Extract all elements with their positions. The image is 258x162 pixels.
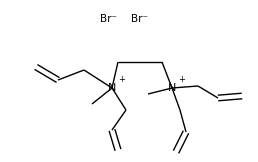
Text: Br⁻: Br⁻ bbox=[100, 14, 117, 24]
Text: +: + bbox=[119, 75, 125, 85]
Text: N: N bbox=[168, 83, 176, 93]
Text: Br⁻: Br⁻ bbox=[131, 14, 148, 24]
Text: N: N bbox=[108, 83, 116, 93]
Text: +: + bbox=[179, 75, 186, 85]
